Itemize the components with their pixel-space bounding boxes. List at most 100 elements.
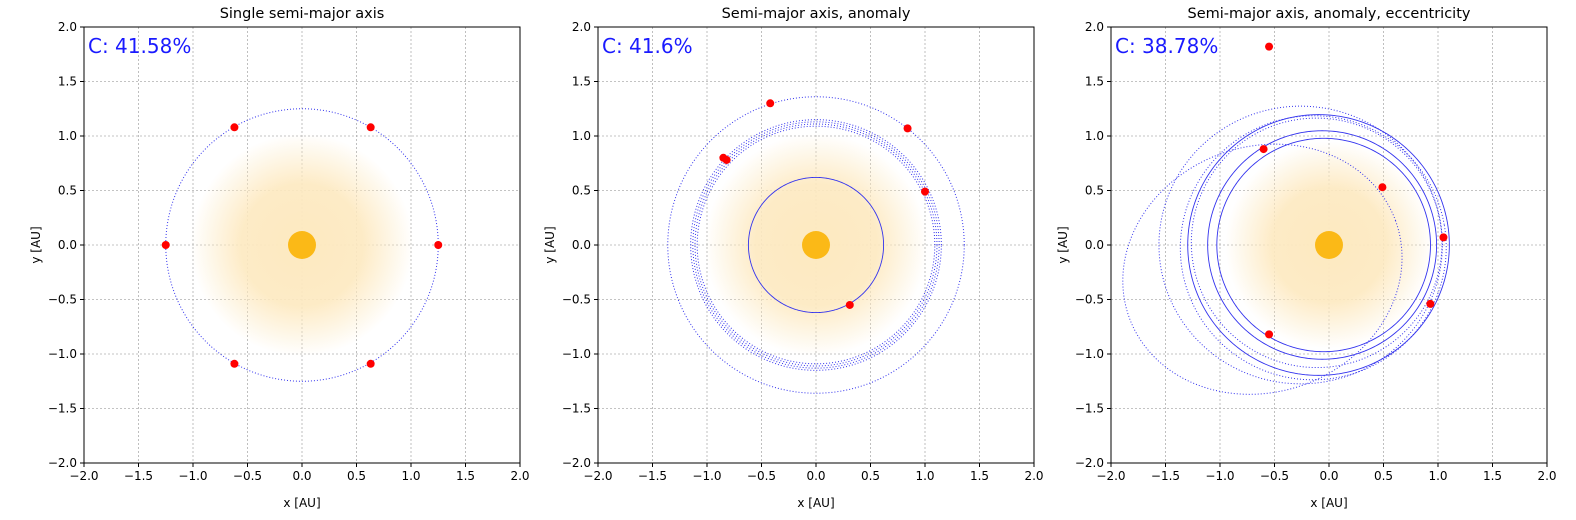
- star-marker: [288, 231, 316, 259]
- x-tick-label: 1.0: [401, 469, 420, 483]
- planet-point: [845, 300, 854, 309]
- x-axis-label: x [AU]: [797, 496, 834, 510]
- y-tick-label: −2.0: [562, 456, 591, 470]
- y-tick-label: 1.5: [572, 75, 591, 89]
- x-tick-label: −0.5: [747, 469, 776, 483]
- coverage-label: C: 41.58%: [88, 34, 191, 58]
- x-tick-label: −2.0: [69, 469, 98, 483]
- planet-point: [1265, 330, 1274, 339]
- plot-area: [161, 108, 443, 382]
- coverage-label: C: 38.78%: [1115, 34, 1218, 58]
- planet-point: [230, 359, 239, 368]
- planet-point: [766, 99, 775, 108]
- planet-point: [366, 359, 375, 368]
- orbit-path: [1190, 117, 1443, 369]
- orbit-path: [1179, 115, 1447, 381]
- x-tick-label: −0.5: [1260, 469, 1289, 483]
- y-tick-label: −1.0: [562, 347, 591, 361]
- star-marker: [802, 231, 830, 259]
- orbit-path: [1216, 137, 1431, 353]
- planet-point: [921, 187, 929, 196]
- y-tick-label: 1.0: [572, 129, 591, 143]
- x-tick-label: 0.5: [861, 469, 880, 483]
- orbit-path: [667, 96, 965, 394]
- y-tick-label: 1.0: [58, 129, 77, 143]
- coverage-label: C: 41.6%: [602, 34, 693, 58]
- y-tick-label: 2.0: [58, 20, 77, 34]
- plot-area: [1122, 42, 1450, 395]
- planet-point: [1265, 42, 1274, 51]
- planet-point: [722, 155, 731, 164]
- y-tick-label: −0.5: [562, 293, 591, 307]
- x-tick-label: 0.5: [1374, 469, 1393, 483]
- x-tick-label: 2.0: [1024, 469, 1043, 483]
- x-axis-label: x [AU]: [283, 496, 320, 510]
- y-tick-label: 0.0: [1085, 238, 1104, 252]
- panel-1: −2.0−2.0 −1.5 −1.5 −1.0 −1.0 −0.5 −0.5 0.0 0.0 0.…: [29, 6, 530, 510]
- planet-point: [366, 123, 375, 132]
- x-tick-label: 1.5: [970, 469, 989, 483]
- y-tick-label: 0.0: [572, 238, 591, 252]
- orbit-path: [694, 123, 938, 367]
- y-tick-label: 0.5: [1085, 184, 1104, 198]
- panel-2: −2.0−2.0 −1.5 −1.5 −1.0 −1.0 −0.5 −0.5 0.0 0.0 0.…: [543, 6, 1044, 510]
- y-tick-label: 0.5: [58, 184, 77, 198]
- planet-point: [903, 124, 912, 133]
- planet-point: [1259, 145, 1268, 154]
- planet-point: [1426, 299, 1435, 308]
- y-axis-label: y [AU]: [1056, 226, 1070, 263]
- orbit-path: [1187, 114, 1450, 376]
- x-tick-label: −1.5: [1151, 469, 1180, 483]
- y-tick-label: 0.0: [58, 238, 77, 252]
- y-tick-label: −1.0: [1075, 347, 1104, 361]
- x-tick-label: 0.5: [347, 469, 366, 483]
- x-tick-label: 1.0: [915, 469, 934, 483]
- y-tick-label: 2.0: [1085, 20, 1104, 34]
- planet-point: [434, 241, 443, 249]
- y-axis-label: y [AU]: [543, 226, 557, 263]
- x-tick-label: 2.0: [1537, 469, 1556, 483]
- orbit-path: [1158, 105, 1443, 385]
- y-tick-label: −0.5: [1075, 293, 1104, 307]
- x-tick-label: −1.0: [692, 469, 721, 483]
- x-tick-label: 0.0: [806, 469, 825, 483]
- y-tick-label: −2.0: [48, 456, 77, 470]
- y-tick-label: −2.0: [1075, 456, 1104, 470]
- x-tick-label: 1.5: [1483, 469, 1502, 483]
- x-tick-label: −1.5: [124, 469, 153, 483]
- y-tick-label: 1.5: [1085, 75, 1104, 89]
- x-tick-label: 0.0: [1319, 469, 1338, 483]
- panel-title: Semi-major axis, anomaly, eccentricity: [1188, 6, 1471, 22]
- x-tick-label: −0.5: [233, 469, 262, 483]
- plot-area: [667, 96, 965, 394]
- y-tick-label: −1.0: [48, 347, 77, 361]
- x-tick-label: 2.0: [510, 469, 529, 483]
- y-tick-label: 0.5: [572, 184, 591, 198]
- x-tick-label: 0.0: [292, 469, 311, 483]
- y-tick-label: −1.5: [1075, 402, 1104, 416]
- y-axis-label: y [AU]: [29, 226, 43, 263]
- x-axis-label: x [AU]: [1310, 496, 1347, 510]
- panel-3: −2.0−2.0 −1.5 −1.5 −1.0 −1.0 −0.5 −0.5 0.0 0.0 0.…: [1056, 6, 1557, 510]
- y-tick-label: −1.5: [562, 402, 591, 416]
- planet-point: [1378, 183, 1387, 192]
- y-tick-label: −0.5: [48, 293, 77, 307]
- x-tick-label: −1.0: [1205, 469, 1234, 483]
- orbit-path: [690, 119, 942, 371]
- orbit-path: [1207, 130, 1438, 360]
- y-tick-label: −1.5: [48, 402, 77, 416]
- planet-point: [1439, 233, 1448, 242]
- y-tick-label: 2.0: [572, 20, 591, 34]
- panel-title: Single semi-major axis: [220, 6, 385, 22]
- x-tick-label: −2.0: [583, 469, 612, 483]
- x-tick-label: 1.0: [1428, 469, 1447, 483]
- y-tick-label: 1.5: [58, 75, 77, 89]
- x-tick-label: 1.5: [456, 469, 475, 483]
- x-tick-label: −1.0: [178, 469, 207, 483]
- x-tick-label: −1.5: [638, 469, 667, 483]
- panel-title: Semi-major axis, anomaly: [722, 6, 911, 22]
- planet-point: [230, 123, 239, 132]
- planet-point: [161, 241, 170, 249]
- star-marker: [1315, 231, 1343, 259]
